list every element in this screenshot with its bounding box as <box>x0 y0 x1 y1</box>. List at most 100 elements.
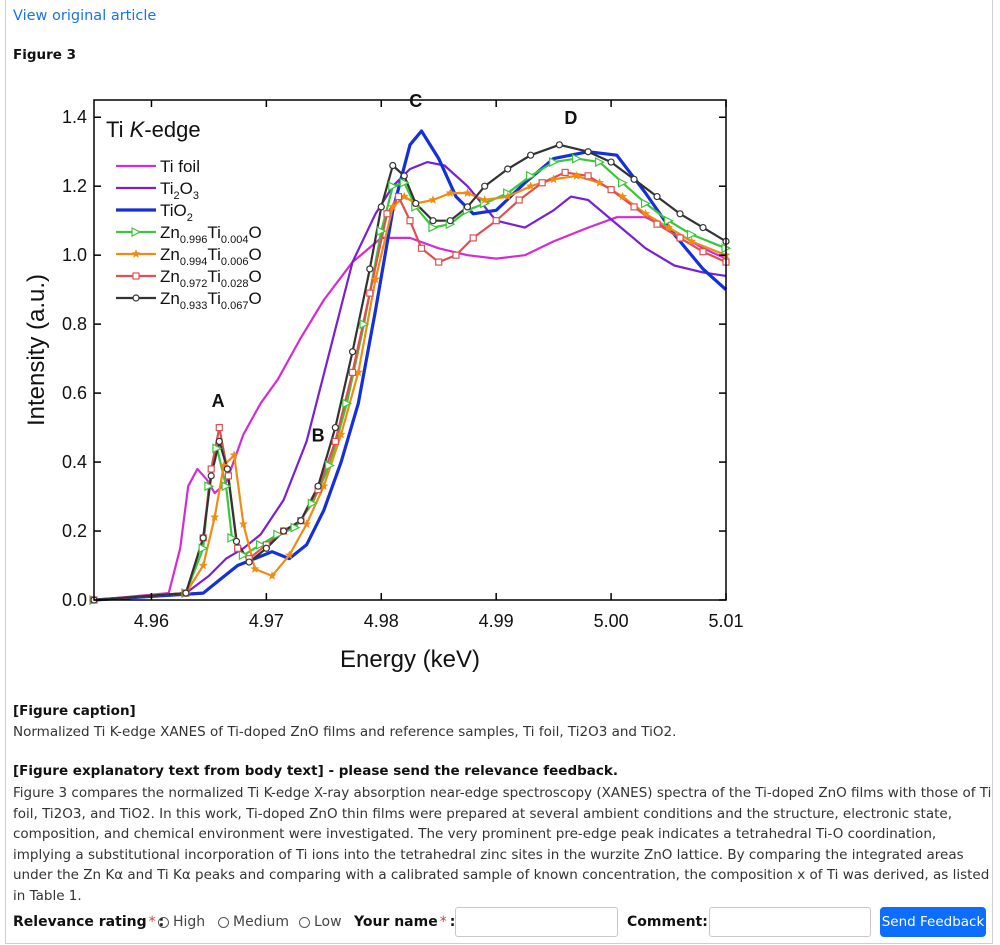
data-point-zn972 <box>515 196 523 204</box>
y-tick-label: 1.2 <box>62 176 87 196</box>
radio-low-circle[interactable] <box>299 916 310 928</box>
data-point-zn933 <box>280 527 288 535</box>
series-line-ti2o3 <box>93 160 727 602</box>
data-point-zn994 <box>663 222 674 232</box>
data-point-zn994 <box>198 560 208 570</box>
legend-text: Zn <box>160 289 180 308</box>
your-name-input[interactable] <box>455 907 618 937</box>
data-point-zn994 <box>370 274 381 284</box>
data-point-zn933 <box>223 465 231 473</box>
legend-text: O <box>180 179 193 198</box>
xanes-chart: 4.96 4.97 4.98 4.99 5.00 5.01 0.0 0.2 0.4 0.6 0.8 1… <box>23 91 744 673</box>
legend-sub: 3 <box>193 190 199 202</box>
data-point-zn996 <box>342 398 353 409</box>
view-original-article-link[interactable]: View original article <box>13 8 157 24</box>
data-point-zn933 <box>463 203 472 211</box>
data-point-zn972 <box>234 544 242 552</box>
chart-title-part: -edge <box>144 117 200 142</box>
data-point-zn972 <box>224 472 233 480</box>
data-point-zn933 <box>429 217 437 225</box>
data-point-zn933 <box>481 182 489 190</box>
data-point-zn972 <box>469 234 477 242</box>
data-point-zn994 <box>526 181 536 191</box>
data-point-zn994 <box>284 550 294 560</box>
data-point-zn972 <box>452 251 460 259</box>
radio-medium[interactable]: Medium <box>218 905 289 939</box>
name-required-mark: * <box>439 914 447 930</box>
data-point-zn933 <box>262 544 270 552</box>
legend-text: O <box>248 245 261 264</box>
data-point-zn972 <box>383 210 391 218</box>
x-tick-label: 4.98 <box>364 611 399 631</box>
data-point-zn933 <box>297 517 305 525</box>
data-point-zn933 <box>504 165 512 173</box>
data-point-zn933 <box>446 217 454 225</box>
data-point-zn996 <box>227 532 238 543</box>
data-point-zn994 <box>594 177 605 187</box>
data-point-zn972 <box>331 437 339 445</box>
data-point-zn996 <box>204 481 215 492</box>
data-point-zn994 <box>229 450 239 460</box>
legend-label-zn933: Zn0.933Ti0.067O <box>160 289 262 312</box>
y-tick-label: 0.2 <box>62 521 87 541</box>
data-point-zn996 <box>686 229 697 240</box>
y-tick-label: 0.0 <box>62 590 87 610</box>
data-point-zn933 <box>527 151 535 159</box>
legend-marker-zn972 <box>132 272 140 280</box>
y-axis-title: Intensity (a.u.) <box>23 274 50 426</box>
legend-text: Zn <box>160 267 180 286</box>
plot-layer: 4.96 4.97 4.98 4.99 5.00 5.01 0.0 0.2 0.4 0.6 0.8 1… <box>23 91 744 673</box>
radio-high[interactable]: High <box>158 905 205 939</box>
explanatory-text: Figure 3 compares the normalized Ti K-ed… <box>13 785 992 904</box>
data-point-zn994 <box>388 202 398 211</box>
rating-label-text: Relevance rating <box>13 914 147 930</box>
radio-medium-circle[interactable] <box>218 916 229 928</box>
data-point-zn996 <box>428 222 439 233</box>
data-point-zn933 <box>699 223 707 232</box>
name-colon: : <box>449 914 456 930</box>
data-point-zn996 <box>238 550 249 561</box>
data-point-zn994 <box>445 188 455 198</box>
legend-label-ti_foil: Ti foil <box>160 157 200 176</box>
legend-label-tio2: TiO2 <box>160 201 193 224</box>
radio-medium-label: Medium <box>233 914 289 930</box>
plot-frame <box>93 99 727 601</box>
radio-low[interactable]: Low <box>299 905 342 939</box>
data-point-zn994 <box>686 236 697 246</box>
data-point-zn972 <box>348 368 357 377</box>
legend-sub: 0.028 <box>221 278 249 290</box>
legend-sub: 0.994 <box>180 256 208 268</box>
data-point-zn996 <box>256 539 266 550</box>
data-point-zn994 <box>462 188 473 198</box>
required-mark: * <box>148 914 156 930</box>
data-point-zn994 <box>238 519 249 529</box>
radio-high-circle[interactable] <box>158 916 169 928</box>
data-point-zn996 <box>212 443 223 454</box>
legend-text: Ti <box>207 223 221 242</box>
legend-text: O <box>248 289 261 308</box>
data-point-zn933 <box>412 199 420 208</box>
comment-input[interactable] <box>709 907 871 937</box>
data-point-zn933 <box>331 423 339 432</box>
data-point-zn933 <box>232 537 241 545</box>
legend-marker-zn933 <box>132 294 140 302</box>
name-label-text: Your name <box>354 914 438 930</box>
data-point-zn972 <box>406 217 414 225</box>
series-line-zn996 <box>93 157 727 602</box>
page-frame <box>5 0 993 944</box>
comment-label: Comment: <box>627 914 708 930</box>
data-point-zn994 <box>503 191 513 201</box>
data-point-zn994 <box>480 195 490 204</box>
peak-label: D <box>564 108 577 128</box>
data-point-zn996 <box>290 522 301 533</box>
data-point-zn996 <box>307 498 318 509</box>
data-point-zn933 <box>215 437 223 445</box>
data-point-zn994 <box>336 429 346 439</box>
legend-label-zn996: Zn0.996Ti0.004O <box>160 223 262 246</box>
data-point-zn933 <box>377 203 385 211</box>
x-tick-label: 5.01 <box>708 611 743 631</box>
legend-text: O <box>248 223 261 242</box>
legend-marker-zn996 <box>131 227 142 237</box>
data-point-zn996 <box>594 157 605 168</box>
send-feedback-button[interactable]: Send Feedback <box>880 907 986 937</box>
